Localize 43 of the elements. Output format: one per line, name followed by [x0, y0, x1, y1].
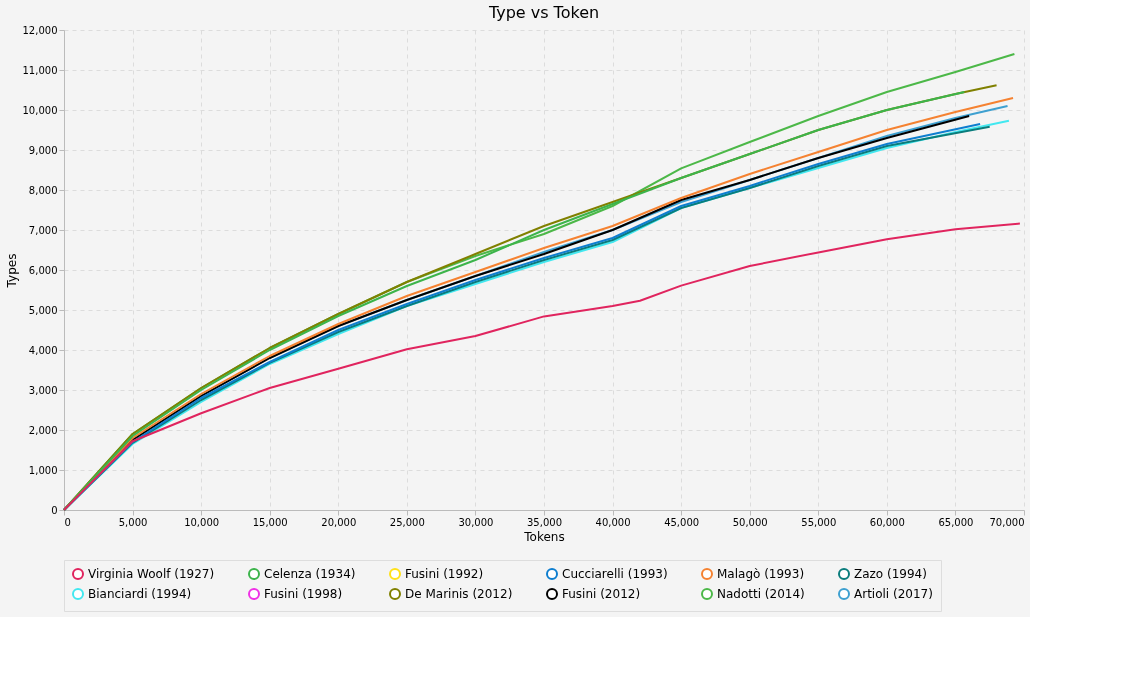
legend-label: De Marinis (2012)	[405, 587, 513, 601]
legend-label: Virginia Woolf (1927)	[88, 567, 215, 581]
legend-label: Malagò (1993)	[717, 567, 805, 581]
x-tick-label: 20,000	[321, 516, 357, 528]
y-tick-label: 8,000	[28, 184, 58, 196]
y-tick-label: 5,000	[28, 304, 58, 316]
legend-label: Nadotti (2014)	[717, 587, 805, 601]
x-tick-label: 25,000	[389, 516, 425, 528]
y-tick-label: 2,000	[28, 424, 58, 436]
x-tick-label: 55,000	[801, 516, 837, 528]
legend-label: Fusini (1998)	[264, 587, 343, 601]
legend-label: Cucciarelli (1993)	[562, 567, 668, 581]
x-tick-label: 5,000	[118, 516, 148, 528]
y-tick-label: 9,000	[28, 144, 58, 156]
chart-title: Type vs Token	[487, 3, 600, 22]
x-tick-label: 15,000	[252, 516, 288, 528]
y-tick-label: 4,000	[28, 344, 58, 356]
y-tick-label: 10,000	[22, 104, 58, 116]
y-tick-label: 6,000	[28, 264, 58, 276]
y-tick-label: 3,000	[28, 384, 58, 396]
y-tick-label: 7,000	[28, 224, 58, 236]
x-tick-label: 0	[64, 516, 71, 528]
x-tick-label: 10,000	[184, 516, 220, 528]
y-tick-label: 12,000	[22, 24, 58, 36]
legend-label: Zazo (1994)	[854, 567, 927, 581]
y-tick-label: 0	[51, 504, 58, 516]
y-tick-label: 1,000	[28, 464, 58, 476]
x-tick-label: 70,000	[989, 516, 1025, 528]
x-axis-title: Tokens	[523, 529, 565, 544]
legend-label: Celenza (1934)	[264, 567, 356, 581]
x-tick-label: 40,000	[595, 516, 631, 528]
x-tick-label: 35,000	[527, 516, 562, 528]
x-tick-label: 45,000	[664, 516, 700, 528]
legend-label: Artioli (2017)	[854, 587, 933, 601]
x-tick-label: 30,000	[458, 516, 494, 528]
x-tick-label: 50,000	[732, 516, 768, 528]
x-tick-label: 60,000	[869, 516, 905, 528]
x-tick-label: 65,000	[938, 516, 974, 528]
y-tick-label: 11,000	[22, 64, 58, 76]
legend-label: Fusini (1992)	[405, 567, 484, 581]
legend-label: Fusini (2012)	[562, 587, 641, 601]
y-axis-title: Types	[4, 253, 19, 289]
legend-label: Bianciardi (1994)	[88, 587, 192, 601]
